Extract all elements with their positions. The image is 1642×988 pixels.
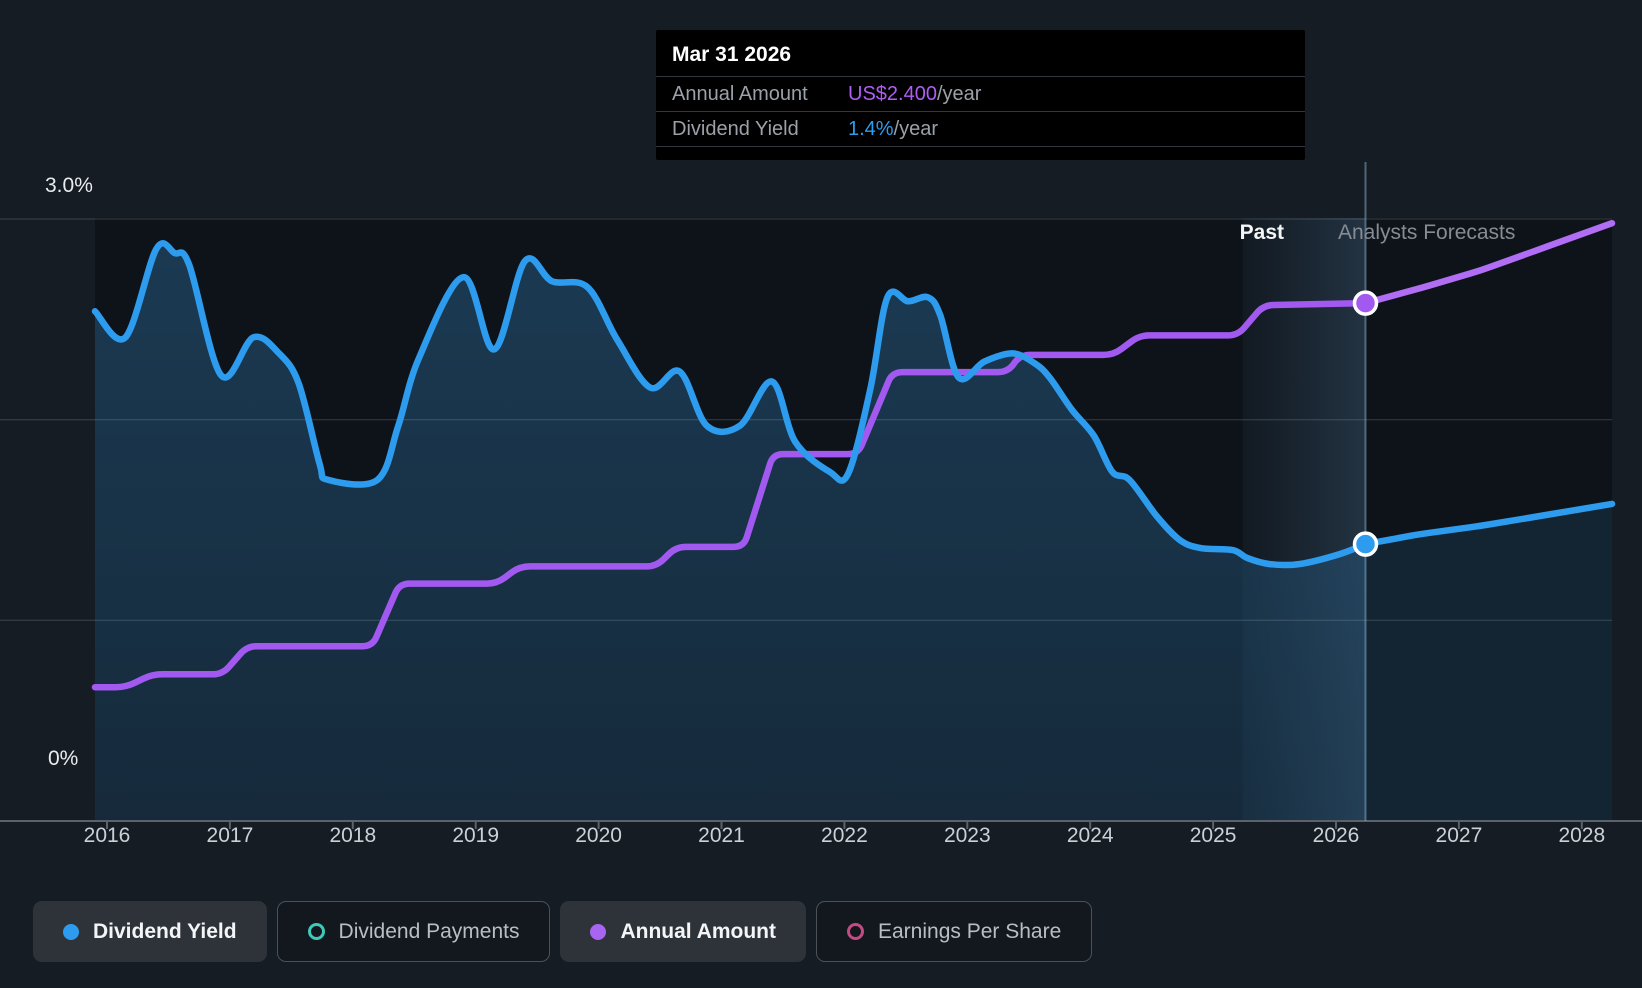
legend-chip-dividend-payments[interactable]: Dividend Payments bbox=[276, 901, 551, 962]
tooltip-row-suffix: /year bbox=[936, 82, 982, 105]
chart-tooltip: Mar 31 2026 Annual Amount US$2.400/year … bbox=[656, 30, 1305, 160]
dividend-yield-line-past bbox=[91, 240, 1369, 569]
tooltip-date: Mar 31 2026 bbox=[672, 43, 792, 66]
legend-chip-label: Dividend Payments bbox=[338, 919, 520, 943]
x-axis-label-2021: 2021 bbox=[698, 824, 745, 847]
past-label: Past bbox=[1239, 221, 1284, 244]
x-axis-label-2018: 2018 bbox=[329, 824, 377, 847]
chart-legend: Dividend Yield Dividend Payments Annual Am… bbox=[33, 901, 1093, 962]
annual-amount-marker[interactable] bbox=[1352, 290, 1379, 316]
x-axis-label-2025: 2025 bbox=[1189, 824, 1237, 847]
x-axis-label-2024: 2024 bbox=[1066, 824, 1114, 847]
y-axis-label-zero: 0% bbox=[48, 747, 79, 770]
x-axis-label-2026: 2026 bbox=[1312, 824, 1360, 847]
tooltip-row-value: 1.4% bbox=[848, 117, 894, 140]
tooltip-row-annual-amount: Annual Amount US$2.400/year bbox=[656, 76, 1305, 111]
x-axis-label-2023: 2023 bbox=[943, 824, 991, 847]
legend-chip-dividend-yield[interactable]: Dividend Yield bbox=[33, 901, 267, 962]
tooltip-row-value: US$2.400 bbox=[848, 82, 937, 105]
series-color-ring-icon bbox=[307, 923, 325, 940]
tooltip-row-dividend-yield: Dividend Yield 1.4%/year bbox=[656, 111, 1305, 146]
dividend-yield-line-forecast bbox=[1362, 500, 1616, 548]
x-axis-label-2017: 2017 bbox=[206, 824, 254, 847]
analysts-forecasts-label: Analysts Forecasts bbox=[1338, 221, 1516, 244]
x-axis-label-2016: 2016 bbox=[83, 824, 131, 847]
series-color-dot-icon bbox=[63, 923, 79, 940]
yield-area-forecast bbox=[1365, 503, 1612, 821]
dividend-yield-marker[interactable] bbox=[1352, 531, 1379, 557]
tooltip-bottom-rule bbox=[656, 146, 1305, 160]
tooltip-row-label: Dividend Yield bbox=[672, 117, 799, 140]
x-axis-label-2028: 2028 bbox=[1558, 824, 1606, 847]
series-color-dot-icon bbox=[590, 923, 607, 940]
annual-amount-line-past bbox=[91, 299, 1369, 691]
legend-chip-label: Dividend Yield bbox=[93, 919, 237, 943]
x-axis-label-2027: 2027 bbox=[1435, 824, 1483, 847]
series-color-ring-icon bbox=[847, 923, 864, 940]
tooltip-row-suffix: /year bbox=[893, 117, 939, 140]
x-axis-label-2019: 2019 bbox=[452, 824, 500, 847]
legend-chip-label: Earnings Per Share bbox=[878, 919, 1062, 943]
tooltip-row-label: Annual Amount bbox=[672, 82, 808, 105]
y-axis-label-top: 3.0% bbox=[45, 174, 93, 197]
legend-chip-annual-amount[interactable]: Annual Amount bbox=[560, 901, 806, 962]
x-axis-label-2022: 2022 bbox=[821, 824, 868, 847]
annual-amount-line-forecast bbox=[1362, 219, 1616, 307]
legend-chip-label: Annual Amount bbox=[620, 919, 776, 943]
x-axis-label-2020: 2020 bbox=[575, 824, 622, 847]
legend-chip-earnings-per-share[interactable]: Earnings Per Share bbox=[816, 901, 1093, 962]
yield-area-past bbox=[95, 243, 1366, 822]
